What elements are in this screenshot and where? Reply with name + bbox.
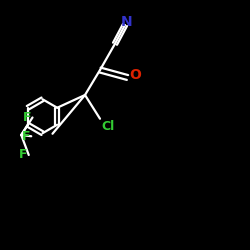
Text: Cl: Cl bbox=[101, 120, 114, 133]
Text: O: O bbox=[129, 68, 140, 82]
Text: F: F bbox=[22, 130, 30, 143]
Text: F: F bbox=[23, 111, 31, 124]
Text: F: F bbox=[19, 148, 28, 162]
Text: N: N bbox=[120, 15, 132, 29]
